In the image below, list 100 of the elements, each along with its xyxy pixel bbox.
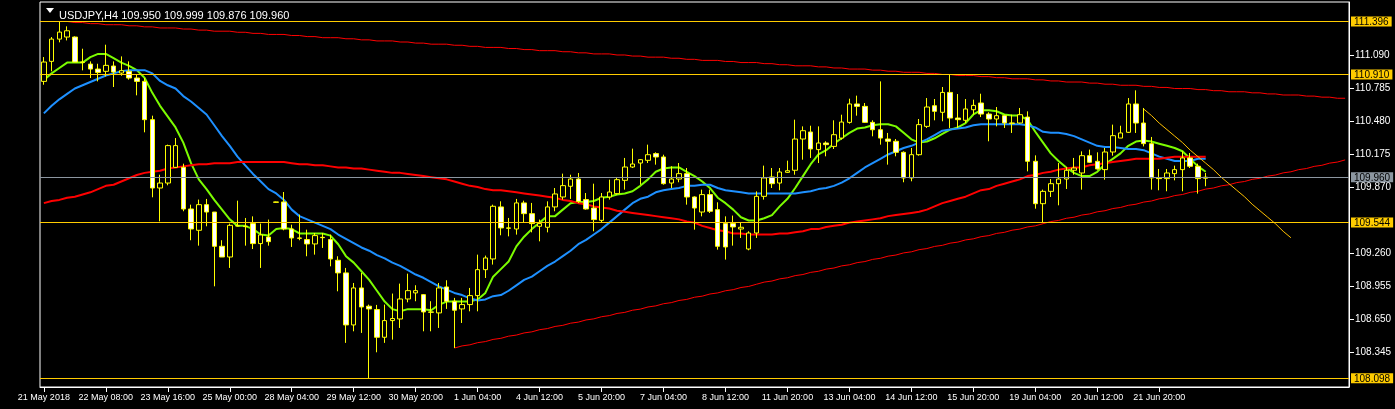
x-tick-label: 11 Jun 20:00 xyxy=(761,391,814,402)
candlestick xyxy=(273,201,279,204)
candlestick xyxy=(529,202,535,233)
candlestick xyxy=(761,165,767,201)
candlestick xyxy=(142,77,147,133)
x-tick-label: 1 Jun 04:00 xyxy=(454,391,502,402)
candlestick xyxy=(1017,107,1023,125)
candlestick xyxy=(281,191,287,231)
candlestick xyxy=(320,232,325,249)
candlestick xyxy=(885,132,891,166)
x-tick-label: 7 Jun 04:00 xyxy=(639,391,688,402)
candlestick xyxy=(111,60,116,88)
candlestick xyxy=(723,215,728,261)
candlestick xyxy=(1102,147,1108,181)
candlestick xyxy=(932,98,937,121)
candlestick xyxy=(382,304,387,344)
x-tick-label: 21 May 2018 xyxy=(17,391,70,402)
candlestick xyxy=(413,284,418,302)
candlestick xyxy=(862,102,868,124)
candlestick xyxy=(940,86,945,122)
candlestick xyxy=(250,215,256,250)
candlestick xyxy=(1064,166,1069,190)
candlestick xyxy=(576,172,581,204)
candlestick xyxy=(1180,150,1185,192)
candlestick xyxy=(1048,178,1054,198)
candlestick xyxy=(630,148,635,169)
candlestick xyxy=(95,63,101,82)
candlestick xyxy=(157,174,163,222)
y-tick-label: 108.650 xyxy=(1355,313,1392,325)
x-tick-label: 22 May 08:00 xyxy=(78,391,134,402)
line-series xyxy=(42,155,1207,236)
candlestick xyxy=(103,44,109,77)
candlestick xyxy=(552,187,558,212)
candlestick xyxy=(916,118,922,157)
candlestick xyxy=(219,239,225,258)
y-tick-label: 110.175 xyxy=(1355,148,1391,160)
candlestick xyxy=(444,279,449,310)
x-tick-label: 8 Jun 12:00 xyxy=(701,391,750,402)
candlestick xyxy=(196,199,202,247)
candlestick xyxy=(421,293,426,332)
candlestick xyxy=(971,99,976,116)
candlestick xyxy=(165,144,171,186)
x-tick-label: 29 May 12:00 xyxy=(326,391,381,402)
x-tick-label: 4 Jun 12:00 xyxy=(516,391,564,402)
candlestick xyxy=(669,165,674,189)
candlestick xyxy=(738,222,744,239)
x-tick-label: 30 May 20:00 xyxy=(388,391,443,402)
candlestick xyxy=(173,137,178,169)
ref-line-label: 111.396 xyxy=(1354,15,1390,27)
candlestick xyxy=(204,198,209,227)
candlestick xyxy=(266,219,271,247)
candlestick xyxy=(289,224,294,248)
candlestick xyxy=(878,80,883,146)
candlestick xyxy=(1110,124,1116,157)
candlestick xyxy=(591,183,597,232)
candlestick xyxy=(227,223,233,269)
x-tick-label: 14 Jun 12:00 xyxy=(885,391,938,402)
candlestick xyxy=(1156,168,1162,191)
x-tick-label: 19 Jun 04:00 xyxy=(1009,391,1062,402)
candlestick xyxy=(1118,125,1123,139)
x-tick-label: 15 Jun 20:00 xyxy=(947,391,1000,402)
y-tick-label: 110.785 xyxy=(1355,82,1391,94)
candlestick xyxy=(823,140,829,157)
candlestick xyxy=(1149,136,1154,191)
candlestick xyxy=(366,304,372,380)
candlestick xyxy=(1033,154,1038,210)
candlestick xyxy=(854,95,860,117)
candlestick xyxy=(514,198,519,236)
candlestick xyxy=(297,214,302,241)
candlestick xyxy=(335,255,341,292)
candlestick xyxy=(537,219,542,242)
candlestick xyxy=(235,200,240,227)
candlestick xyxy=(374,304,380,353)
candlestick xyxy=(1141,107,1146,147)
candlestick xyxy=(1040,189,1046,223)
candlestick xyxy=(351,282,356,332)
candlestick xyxy=(599,192,604,223)
candlestick xyxy=(924,97,930,129)
candlestick xyxy=(1095,151,1100,171)
x-tick-label: 5 Jun 20:00 xyxy=(578,391,626,402)
candlestick xyxy=(699,189,705,217)
candlestick xyxy=(785,160,790,174)
candlestick xyxy=(545,200,550,233)
candlestick xyxy=(909,147,914,182)
candlestick xyxy=(57,21,62,43)
candlestick xyxy=(343,267,349,344)
candlestick xyxy=(963,98,968,124)
candlestick xyxy=(994,106,999,127)
candlestick xyxy=(808,125,813,159)
candlestick xyxy=(653,151,659,166)
candlestick xyxy=(839,114,844,141)
candlestick xyxy=(816,125,821,164)
candlestick xyxy=(955,93,961,129)
x-tick-label: 23 May 16:00 xyxy=(140,391,196,402)
y-tick-label: 109.870 xyxy=(1355,181,1392,193)
candlestick xyxy=(390,293,395,341)
candlestick xyxy=(134,74,140,96)
candlestick xyxy=(715,201,720,251)
candlestick xyxy=(800,125,806,161)
candlestick xyxy=(436,282,442,329)
